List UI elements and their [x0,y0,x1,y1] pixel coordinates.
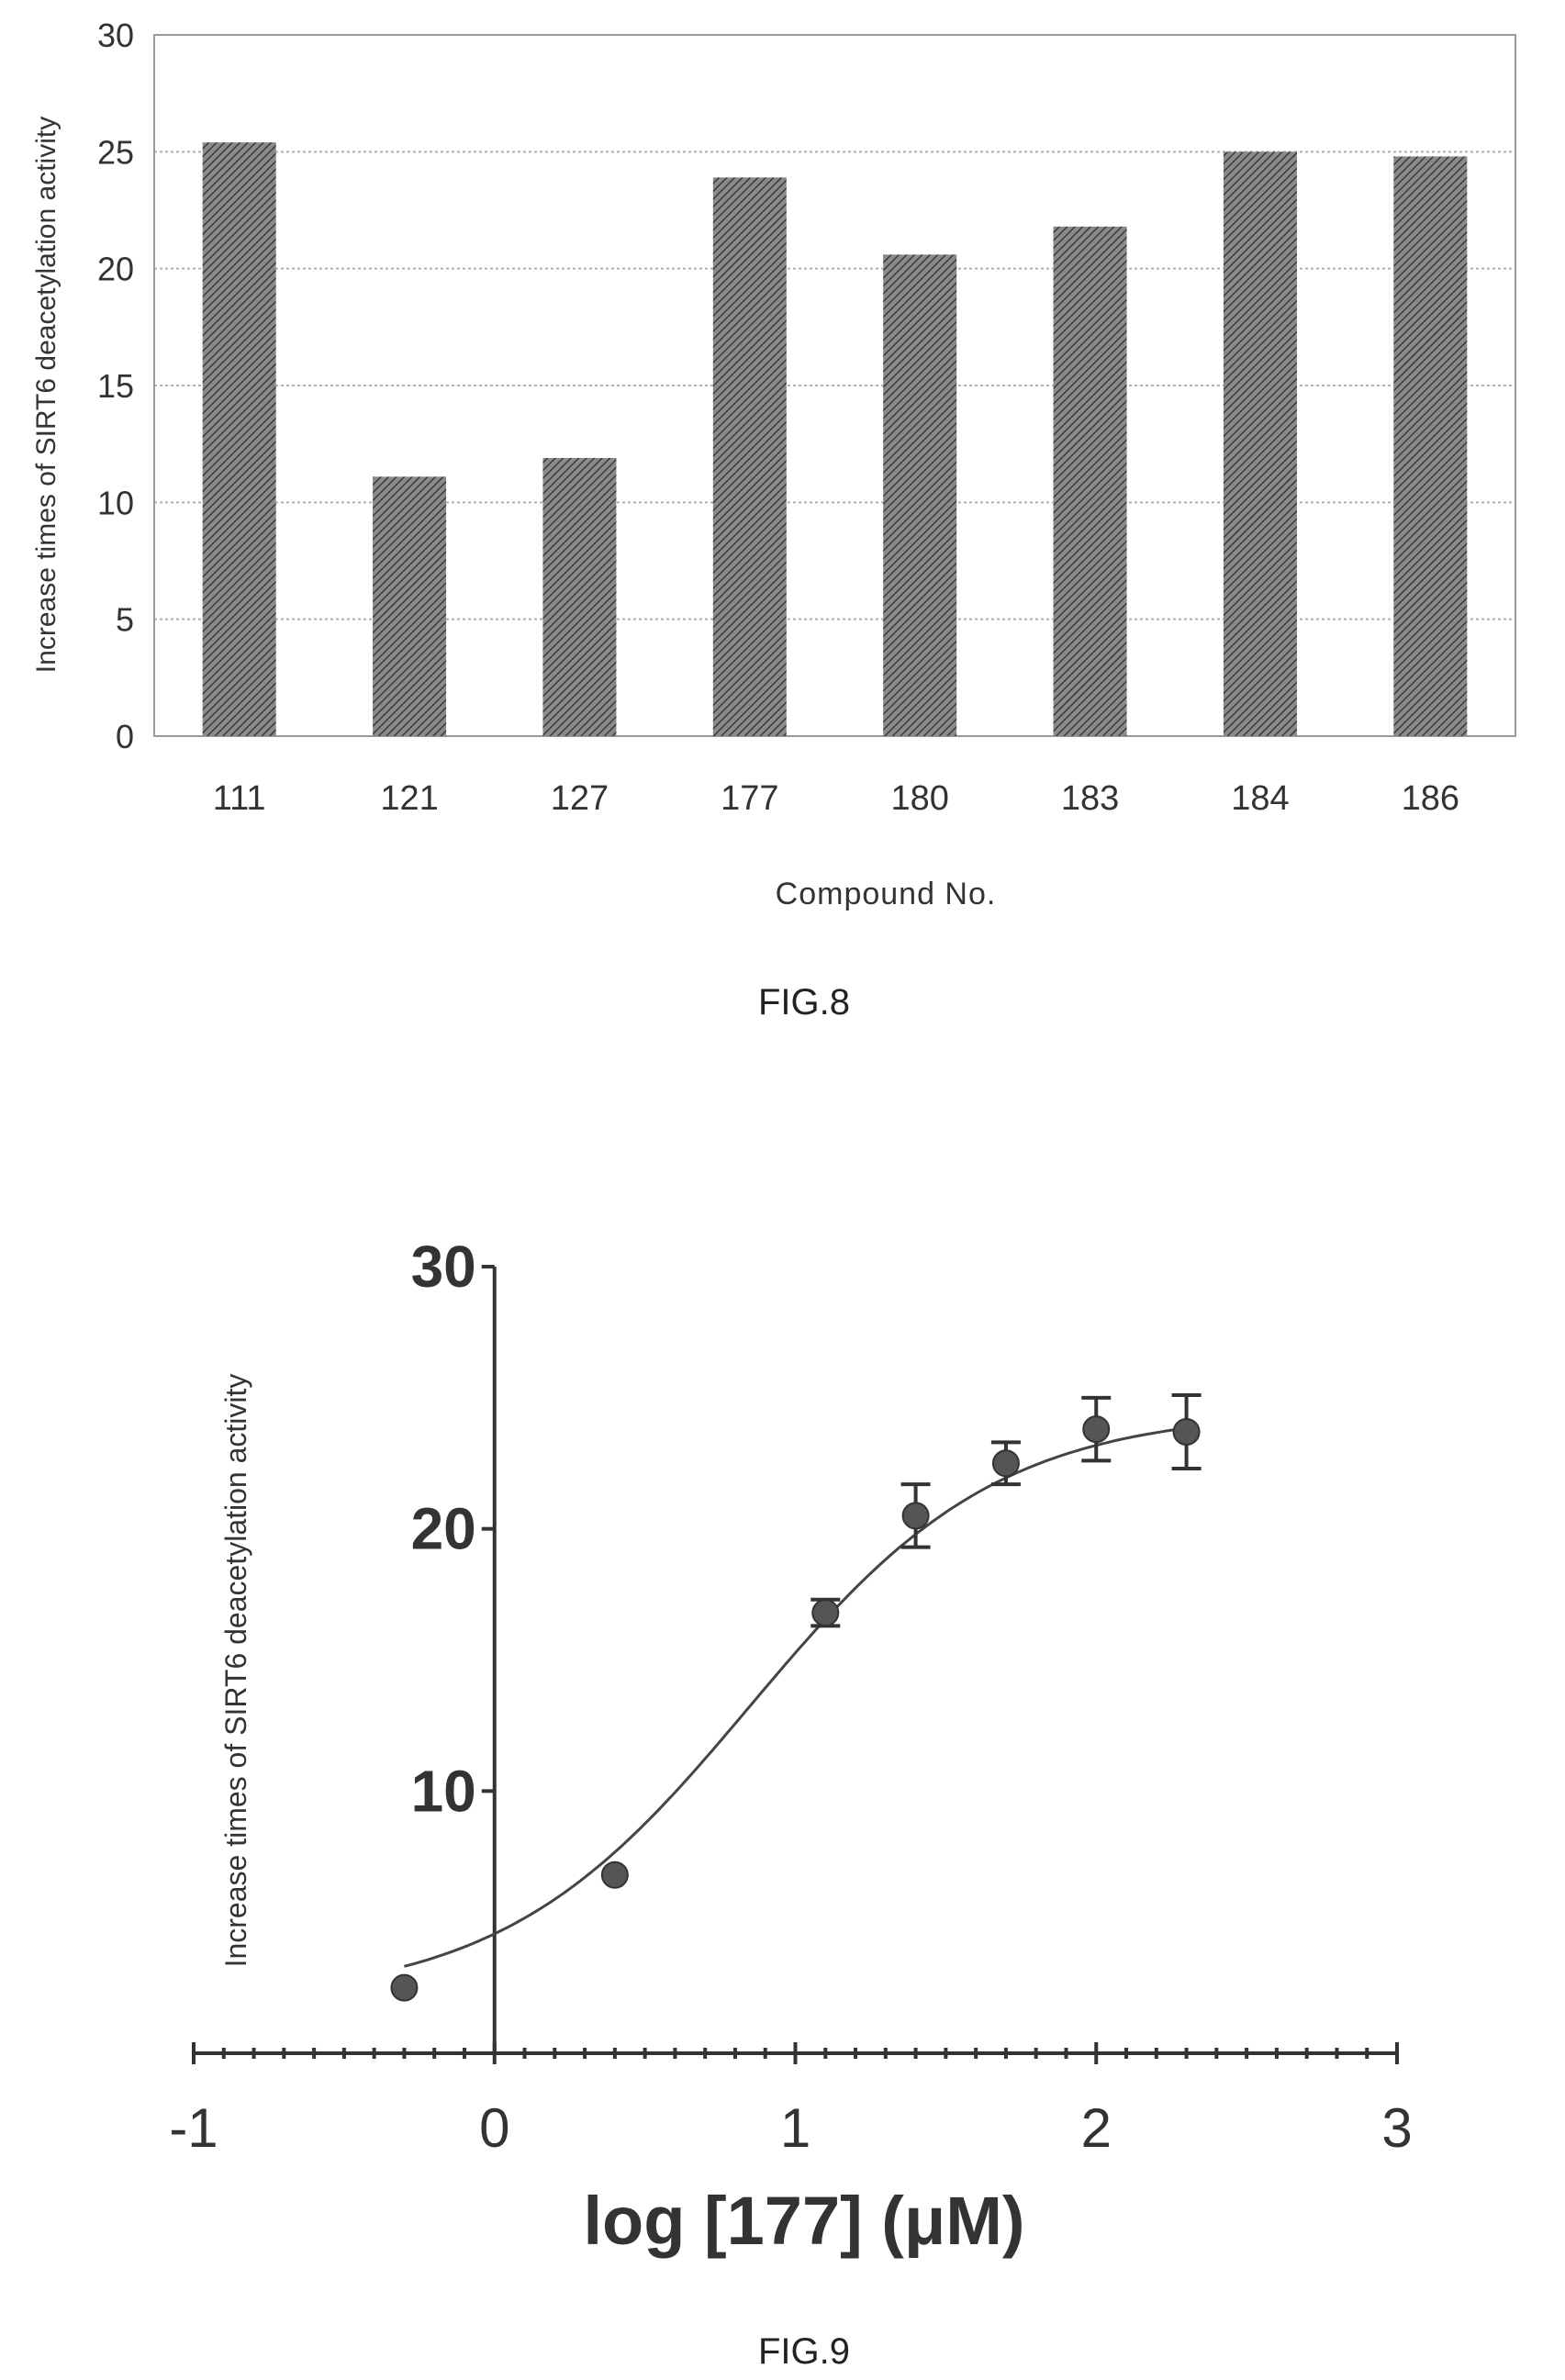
fig9-y-axis-label: Increase times of SIRT6 deacetylation ac… [219,1374,252,1968]
fig8-bar-183 [1053,226,1127,736]
fig9-data-point [901,1502,930,1530]
fig8-bar-111 [202,142,276,736]
fig9-data-point [1082,1415,1111,1444]
fig8-y-axis-label: Increase times of SIRT6 deacetylation ac… [31,117,61,673]
fig8-y-tick-label: 10 [97,484,134,521]
fig9-x-tick-labels: -1 0 1 2 3 [169,2097,1412,2159]
fig8-y-tick-label: 30 [97,17,134,54]
fig8-y-tick-label: 0 [116,718,134,755]
fig8-x-tick-label: 184 [1231,779,1289,818]
fig8-gridlines [154,151,1515,620]
fig9-y-tick-label: 10 [411,1758,476,1824]
fig9-data-point [390,1973,419,2002]
fig9-x-tick-label: 3 [1381,2097,1412,2159]
fig9-data-point [600,1860,629,1889]
fig8-x-tick-labels: 111 121 127 177 180 183 184 186 [213,779,1459,818]
fig8-y-tick-label: 15 [97,367,134,405]
fig8-x-tick-label: 186 [1402,779,1459,818]
fig8-y-tick-label: 20 [97,251,134,288]
fig8-x-tick-label: 127 [551,779,609,818]
fig8-bars [202,142,1468,737]
fig9-x-tick-label: 1 [780,2097,810,2159]
fig8-bar-186 [1393,156,1468,737]
fig8-x-tick-label: 111 [213,779,266,818]
fig8-bar-chart: 0 5 10 15 20 25 30 111 121 127 177 180 183 184 186 In… [31,17,1516,1022]
fig9-dose-response-chart: Increase times of SIRT6 deacetylation ac… [169,1234,1412,2372]
fig9-data-point [1172,1417,1201,1446]
fig8-x-tick-label: 177 [721,779,778,818]
fig8-bar-180 [883,254,957,736]
fig9-data-point [991,1449,1020,1478]
fig9-y-tick-label: 20 [411,1496,476,1562]
fig8-plot-frame [153,34,1516,737]
fig8-bar-184 [1223,151,1297,737]
fig8-x-tick-label: 180 [890,779,948,818]
fig9-fit-curve [404,1426,1187,1968]
fig9-y-tick-label: 30 [411,1234,476,1300]
fig9-x-tick-label: -1 [169,2097,218,2159]
fig9-x-tick-label: 0 [479,2097,509,2159]
fig8-figure-label: FIG.8 [758,982,850,1022]
fig9-x-axis-label: log [177] (μM) [583,2183,1024,2259]
fig8-bar-127 [542,457,617,736]
fig9-figure-label: FIG.9 [758,2331,850,2372]
fig9-x-tick-label: 2 [1081,2097,1112,2159]
fig8-x-axis-label: Compound No. [776,877,997,911]
fig8-y-tick-labels: 0 5 10 15 20 25 30 [97,17,134,755]
fig8-x-tick-label: 183 [1061,779,1119,818]
fig9-axes [192,1265,1399,2064]
fig9-data-point [811,1599,840,1627]
fig9-y-tick-labels: 10 20 30 [411,1234,476,1824]
fig8-y-tick-label: 5 [116,601,134,639]
fig9-data-points [390,1392,1202,2002]
fig8-bar-177 [712,177,787,736]
fig8-bar-121 [373,476,447,736]
fig8-x-tick-label: 121 [380,779,438,818]
fig8-y-tick-label: 25 [97,133,134,171]
